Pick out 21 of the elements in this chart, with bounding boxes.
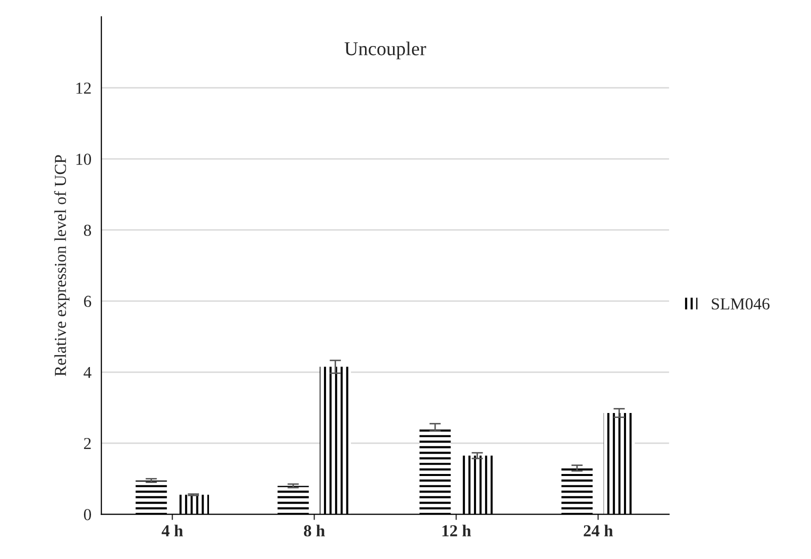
- y-tick-label: 2: [84, 438, 91, 449]
- y-axis-title: Relative expression level of UCP: [54, 155, 70, 376]
- y-tick-label: 8: [84, 224, 92, 236]
- bar: [604, 413, 635, 514]
- y-tick-label: 12: [76, 82, 91, 94]
- bar: [462, 456, 493, 514]
- text: Uncoupler: [344, 42, 426, 60]
- y-tick-label: 6: [84, 296, 92, 308]
- x-tick-label: 4 h: [162, 524, 183, 536]
- bar: [320, 366, 351, 514]
- x-tick-label: 24 h: [584, 524, 613, 536]
- bar: [561, 468, 593, 514]
- legend-label: SLM046: [712, 298, 770, 310]
- x-tick-label: 8 h: [304, 524, 325, 536]
- y-tick-label: 0: [84, 508, 92, 520]
- bar: [278, 486, 309, 514]
- bar: [178, 494, 210, 514]
- bar: [136, 480, 167, 514]
- x-tick-label: 12 h: [442, 524, 471, 536]
- y-tick-label: 4: [84, 366, 92, 378]
- y-tick-label: 10: [76, 154, 92, 165]
